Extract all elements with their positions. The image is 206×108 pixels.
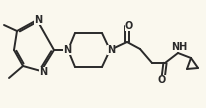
Text: O: O	[125, 21, 133, 31]
Text: NH: NH	[171, 42, 187, 52]
Text: N: N	[39, 67, 47, 77]
Text: N: N	[107, 45, 115, 55]
Text: O: O	[158, 75, 166, 85]
Text: N: N	[34, 15, 42, 25]
Text: N: N	[63, 45, 71, 55]
